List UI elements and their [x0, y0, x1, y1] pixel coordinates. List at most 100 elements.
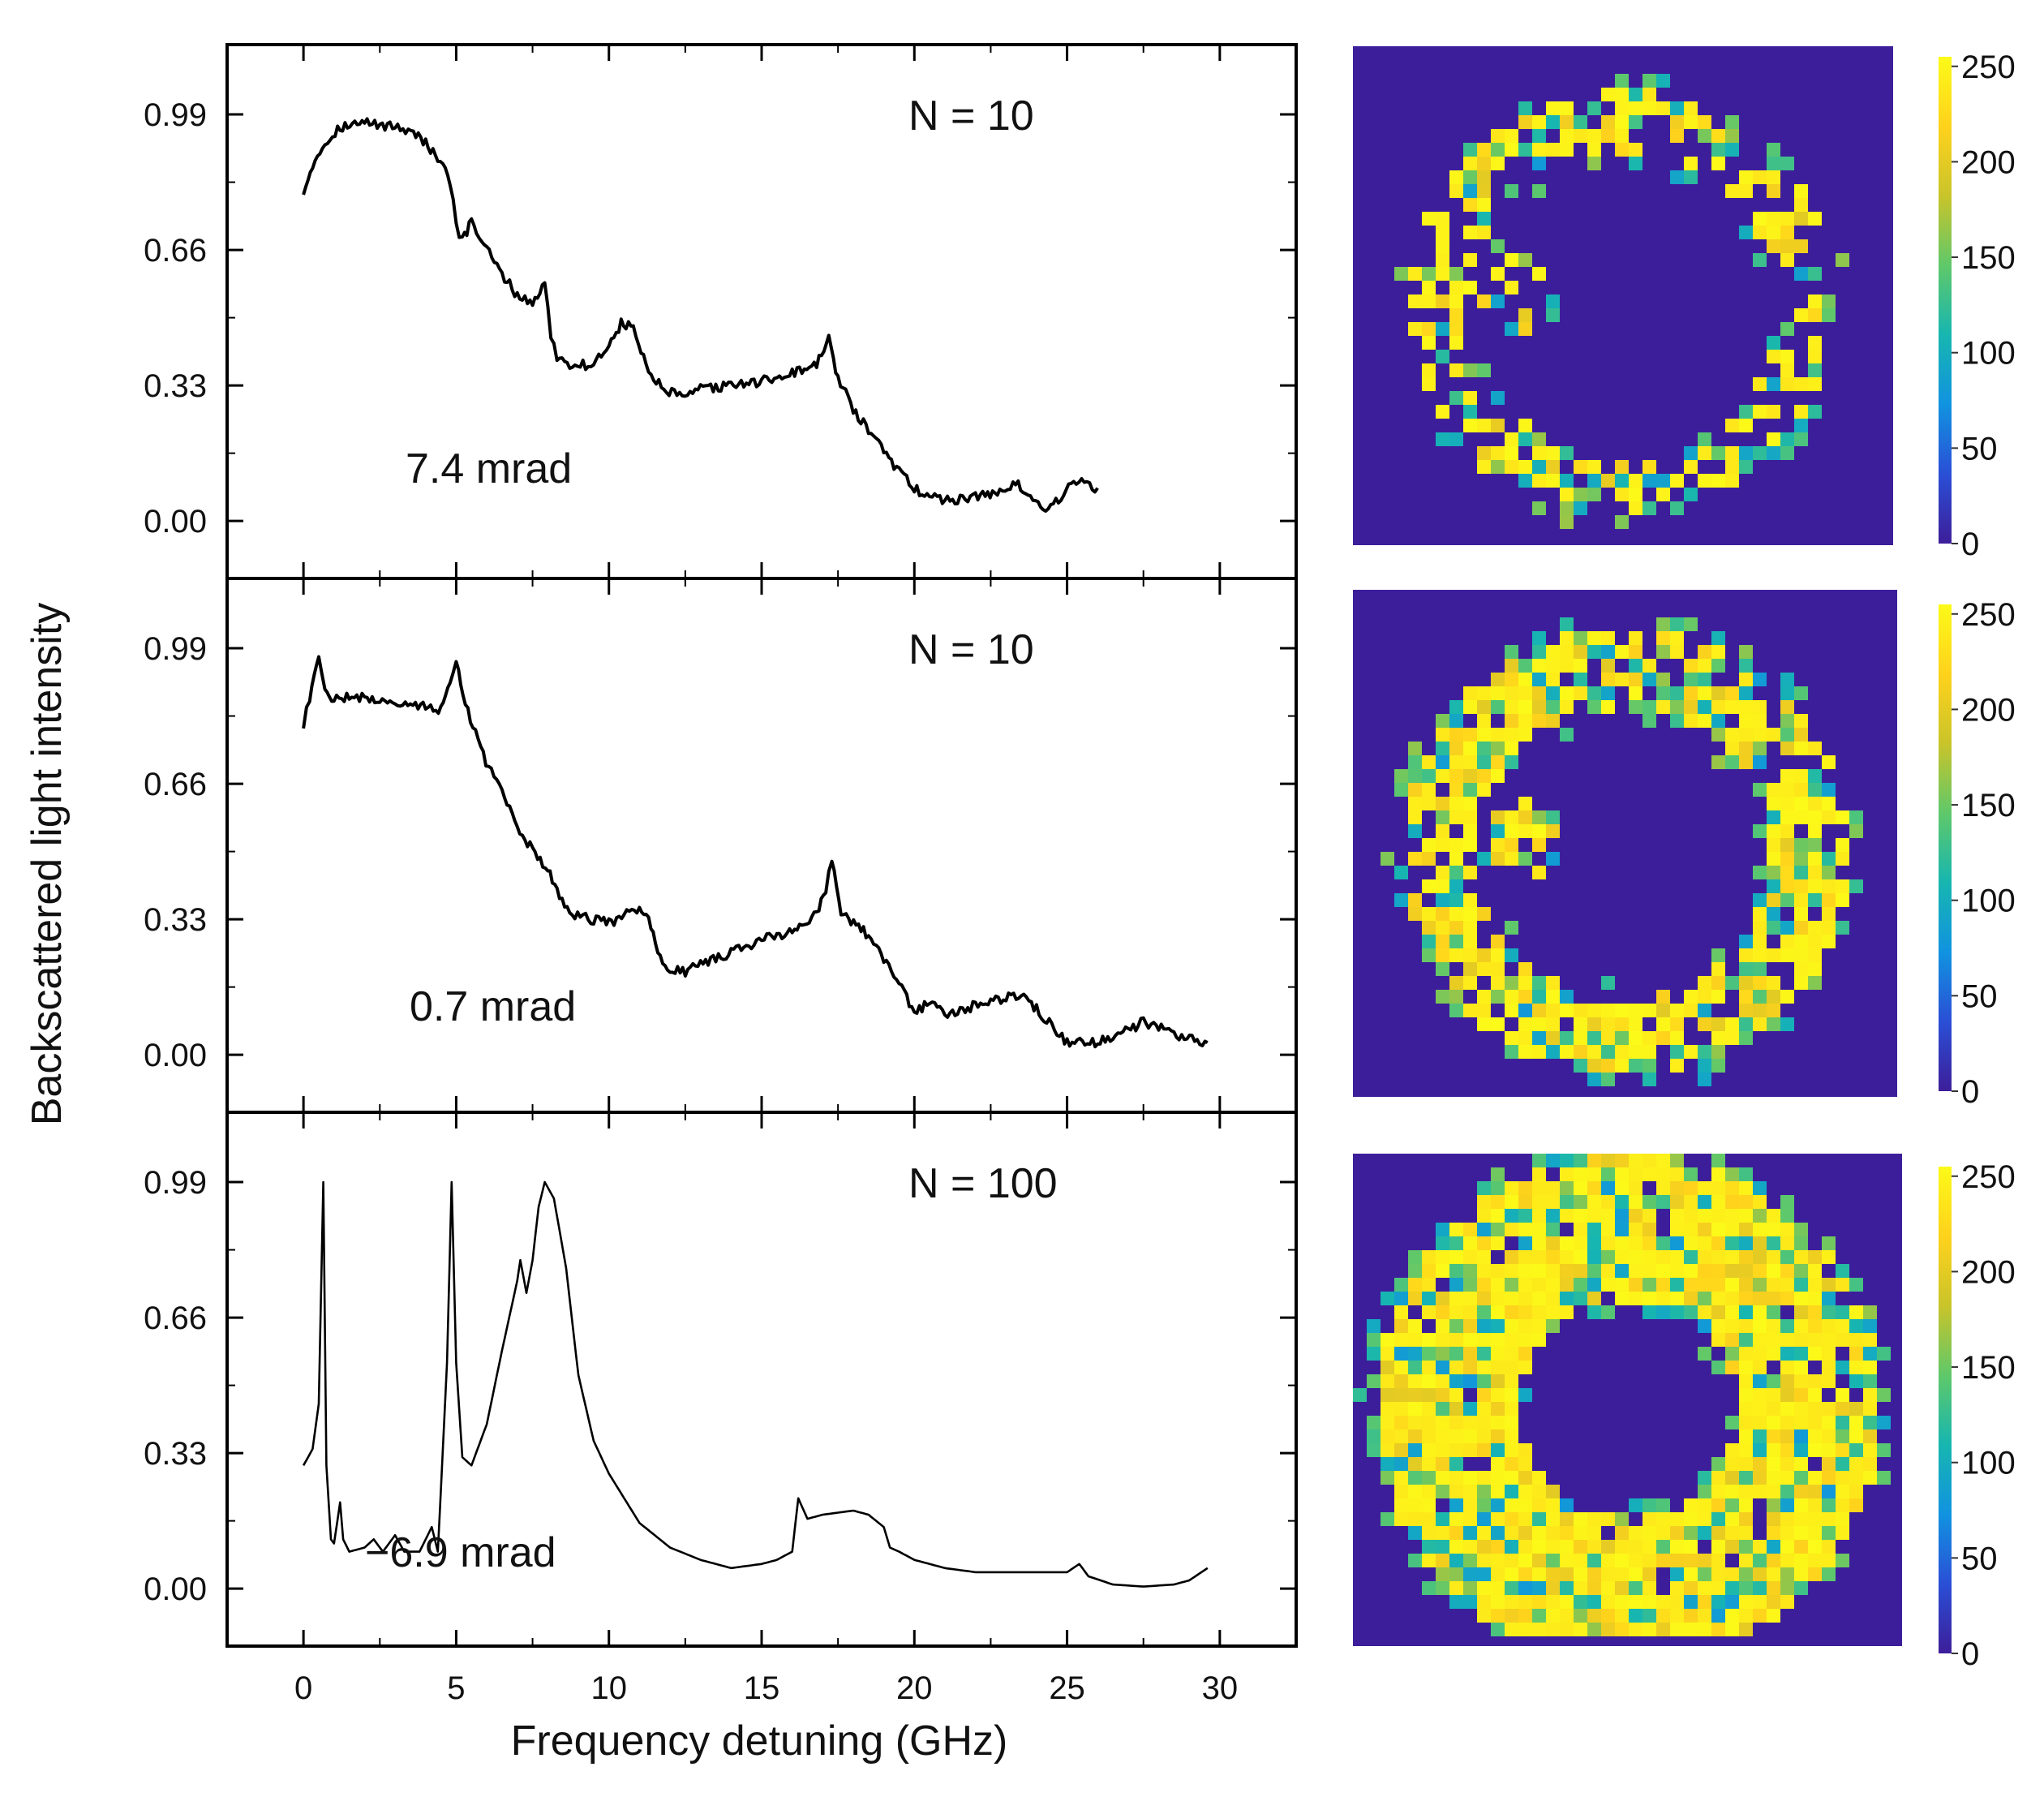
heatmap-cell	[1422, 1347, 1436, 1361]
heatmap-cell	[1739, 1471, 1753, 1485]
heatmap-cell	[1601, 1278, 1615, 1292]
heatmap-cell	[1711, 1361, 1725, 1374]
heatmap-cell	[1518, 1388, 1532, 1402]
heatmap-cell	[1477, 1526, 1491, 1540]
heatmap-cell	[1505, 1581, 1518, 1595]
heatmap-cell	[1780, 948, 1794, 962]
heatmap-cell	[1587, 1236, 1601, 1250]
heatmap-cell	[1794, 1581, 1808, 1595]
heatmap-cell	[1532, 714, 1546, 728]
heatmap-cell	[1711, 1498, 1725, 1512]
heatmap-cell	[1629, 1017, 1642, 1031]
heatmap-cell	[1684, 1498, 1698, 1512]
heatmap-cell	[1711, 1250, 1725, 1264]
angle-annotation: 0.7 mrad	[410, 983, 576, 1030]
heatmap-cell	[1780, 1416, 1794, 1429]
heatmap-cell	[1422, 1554, 1436, 1567]
heatmap-cell	[1711, 1264, 1725, 1278]
heatmap-cell	[1546, 1250, 1560, 1264]
heatmap-cell	[1794, 948, 1808, 962]
heatmap-cell	[1767, 143, 1780, 157]
heatmap-cell	[1491, 1292, 1505, 1305]
heatmap-cell	[1491, 838, 1505, 852]
heatmap-cell	[1725, 976, 1739, 990]
heatmap-cell	[1463, 686, 1477, 700]
y-tick-label: 0.33	[144, 368, 207, 404]
heatmap-cell	[1780, 1512, 1794, 1526]
heatmap-cell	[1753, 824, 1767, 838]
heatmap-cell	[1463, 976, 1477, 990]
heatmap-cell	[1546, 1305, 1560, 1319]
heatmap-cell	[1408, 797, 1422, 810]
heatmap-cell	[1436, 1471, 1449, 1485]
heatmap-cell	[1505, 1278, 1518, 1292]
heatmap-cell	[1780, 1443, 1794, 1457]
heatmap-cell	[1767, 728, 1780, 742]
heatmap-cell	[1684, 700, 1698, 714]
heatmap-cell	[1684, 1278, 1698, 1292]
heatmap-cell	[1518, 1581, 1532, 1595]
heatmap-cell	[1780, 1429, 1794, 1443]
heatmap-cell	[1449, 700, 1463, 714]
heatmap-cell	[1601, 976, 1615, 990]
heatmap-cell	[1670, 1609, 1684, 1623]
heatmap-cell	[1629, 157, 1642, 170]
heatmap-cell	[1725, 1319, 1739, 1333]
heatmap-cell	[1808, 1402, 1822, 1416]
heatmap-cell	[1394, 267, 1408, 281]
heatmap-cell	[1725, 728, 1739, 742]
heatmap-cell	[1725, 115, 1739, 129]
heatmap-cell	[1739, 446, 1753, 460]
heatmap-cell	[1491, 1567, 1505, 1581]
heatmap-cell	[1767, 1333, 1780, 1347]
heatmap-cell	[1546, 1485, 1560, 1498]
heatmap-cell	[1794, 1402, 1808, 1416]
heatmap-cell	[1656, 1236, 1670, 1250]
heatmap-cell	[1698, 1526, 1711, 1540]
heatmap-cell	[1670, 1567, 1684, 1581]
heatmap-cell	[1587, 1045, 1601, 1059]
heatmap-cell	[1725, 755, 1739, 769]
heatmap-cell	[1780, 446, 1794, 460]
heatmap-cell	[1863, 1457, 1877, 1471]
heatmap-cell	[1698, 1004, 1711, 1017]
heatmap-cell	[1477, 742, 1491, 755]
heatmap-cell	[1477, 1319, 1491, 1333]
heatmap-cell	[1808, 377, 1822, 391]
heatmap-cell	[1753, 1388, 1767, 1402]
heatmap-cell	[1587, 488, 1601, 501]
heatmap-cell	[1587, 1223, 1601, 1236]
heatmap-cell	[1505, 184, 1518, 198]
heatmap-cell	[1739, 1443, 1753, 1457]
heatmap-cell	[1767, 1209, 1780, 1223]
heatmap-cell	[1767, 1388, 1780, 1402]
heatmap-cell	[1546, 810, 1560, 824]
heatmap-cell	[1436, 405, 1449, 419]
heatmap-cell	[1642, 1305, 1656, 1319]
heatmap-cell	[1601, 1540, 1615, 1554]
heatmap-cell	[1518, 1223, 1532, 1236]
heatmap-cell	[1505, 1181, 1518, 1195]
heatmap-cell	[1518, 308, 1532, 322]
heatmap-cell	[1711, 990, 1725, 1004]
heatmap-cell	[1753, 226, 1767, 239]
heatmap-cell	[1836, 921, 1849, 935]
heatmap-cell	[1449, 1250, 1463, 1264]
heatmap-cell	[1463, 935, 1477, 948]
heatmap-cell	[1601, 1581, 1615, 1595]
heatmap-cell	[1711, 1292, 1725, 1305]
heatmap-cell	[1725, 1181, 1739, 1195]
heatmap-cell	[1629, 1154, 1642, 1167]
heatmap-cell	[1532, 686, 1546, 700]
heatmap-cell	[1684, 1195, 1698, 1209]
heatmap-cell	[1767, 1416, 1780, 1429]
heatmap-cell	[1601, 1512, 1615, 1526]
heatmap-cell	[1491, 1223, 1505, 1236]
heatmap-cell	[1532, 700, 1546, 714]
heatmap-cell	[1574, 1581, 1587, 1595]
heatmap-cell	[1449, 267, 1463, 281]
heatmap-cell	[1449, 769, 1463, 783]
heatmap-cell	[1753, 1181, 1767, 1195]
heatmap-cell	[1711, 1485, 1725, 1498]
heatmap-cell	[1491, 742, 1505, 755]
